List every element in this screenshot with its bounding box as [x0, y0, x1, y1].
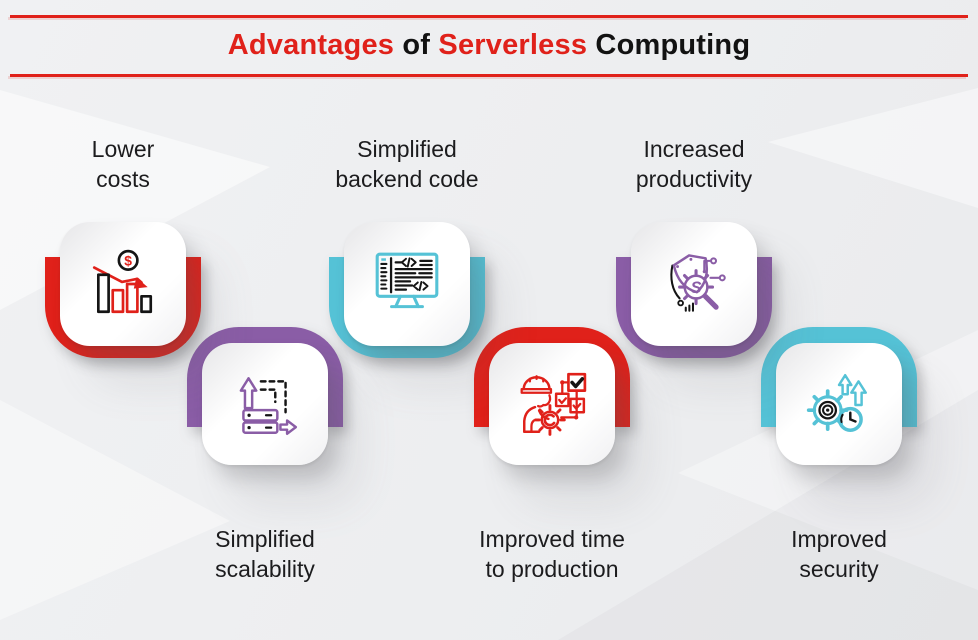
- advantage-label: Simplified scalability: [150, 524, 380, 584]
- title-segment: Advantages: [227, 29, 395, 61]
- advantage-label: Increased productivity: [579, 134, 809, 194]
- server-scaling-icon: [239, 377, 298, 436]
- engineer-workflow-icon: [520, 372, 587, 436]
- advantage-improved-security: Improved security: [724, 0, 954, 640]
- label-line: productivity: [635, 166, 753, 192]
- title-rule-top: [10, 15, 968, 18]
- icon-card: S: [631, 222, 757, 346]
- label-line: Simplified: [357, 136, 457, 162]
- title-rule-bottom: [10, 74, 968, 77]
- page-title: Advantages of Serverless Computing: [0, 29, 978, 62]
- advantage-label: Improved time to production: [437, 524, 667, 584]
- shield-gear-dollar-icon: S: [670, 254, 726, 312]
- advantage-increased-productivity: Increased productivity S: [579, 0, 809, 640]
- label-line: Improved: [791, 526, 887, 552]
- advantage-label: Lower costs: [8, 134, 238, 194]
- advantage-improved-time-to-production: Improved time to production: [437, 0, 667, 640]
- icon-card: [776, 343, 902, 465]
- icon-card: [489, 343, 615, 465]
- title-segment: Serverless: [438, 29, 588, 61]
- icon-card: [344, 222, 470, 346]
- label-line: security: [799, 556, 879, 582]
- advantage-label: Improved security: [724, 524, 954, 584]
- gear-clock-growth-icon: [806, 373, 867, 432]
- label-line: costs: [96, 166, 150, 192]
- label-line: Increased: [643, 136, 745, 162]
- icon-card: $: [60, 222, 186, 346]
- title-segment: of: [394, 29, 439, 61]
- declining-cost-chart-icon: $: [92, 249, 153, 314]
- label-line: Improved time: [479, 526, 625, 552]
- advantage-lower-costs: Lower costs $: [8, 0, 238, 640]
- svg-text:$: $: [124, 252, 132, 268]
- label-line: to production: [485, 556, 619, 582]
- advantage-simplified-backend-code: Simplified backend code: [292, 0, 522, 640]
- title-segment: Computing: [587, 29, 751, 61]
- code-monitor-icon: [375, 252, 439, 309]
- icon-card: [202, 343, 328, 465]
- svg-text:S: S: [691, 279, 702, 297]
- label-line: Simplified: [215, 526, 315, 552]
- label-line: scalability: [215, 556, 315, 582]
- advantage-label: Simplified backend code: [292, 134, 522, 194]
- label-line: Lower: [91, 136, 155, 162]
- label-line: backend code: [335, 166, 479, 192]
- advantage-simplified-scalability: Simplified scalability: [150, 0, 380, 640]
